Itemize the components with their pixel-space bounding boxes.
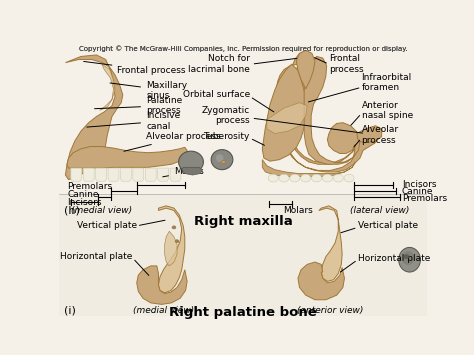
Polygon shape (319, 206, 342, 281)
Ellipse shape (311, 174, 321, 182)
Text: Zygomatic
process: Zygomatic process (201, 106, 250, 125)
Ellipse shape (403, 254, 410, 259)
Text: Frontal process: Frontal process (84, 61, 186, 75)
Polygon shape (158, 206, 185, 293)
Text: Orbital surface: Orbital surface (182, 91, 250, 99)
Polygon shape (164, 231, 177, 266)
Ellipse shape (211, 149, 233, 170)
Text: Canine: Canine (402, 187, 433, 196)
Text: Incisors: Incisors (67, 198, 101, 207)
Ellipse shape (222, 160, 226, 164)
Ellipse shape (172, 226, 176, 229)
Text: Copyright © The McGraw-Hill Companies, Inc. Permission required for reproduction: Copyright © The McGraw-Hill Companies, I… (79, 46, 407, 52)
Polygon shape (182, 167, 202, 175)
Text: Molars: Molars (283, 206, 313, 215)
Polygon shape (67, 147, 187, 168)
Text: Alveolar
process: Alveolar process (362, 125, 399, 145)
Polygon shape (120, 168, 131, 181)
Text: Horizontal plate: Horizontal plate (61, 252, 133, 261)
Polygon shape (137, 266, 187, 304)
Text: Premolars: Premolars (402, 193, 447, 203)
Polygon shape (170, 168, 181, 181)
Text: Incisive
canal: Incisive canal (87, 111, 180, 131)
Polygon shape (158, 168, 169, 181)
Text: (medial view): (medial view) (133, 306, 194, 315)
Polygon shape (262, 160, 356, 176)
Polygon shape (83, 168, 94, 181)
Polygon shape (298, 262, 345, 300)
Polygon shape (267, 103, 307, 133)
Text: Canine: Canine (67, 190, 99, 199)
Text: Vertical plate: Vertical plate (357, 222, 418, 230)
Ellipse shape (402, 251, 414, 265)
Ellipse shape (399, 247, 420, 272)
Ellipse shape (279, 174, 289, 182)
Ellipse shape (175, 240, 179, 243)
Text: Palatine
process: Palatine process (95, 96, 182, 115)
Ellipse shape (268, 174, 278, 182)
Text: Notch for
lacrimal bone: Notch for lacrimal bone (188, 54, 250, 74)
Polygon shape (296, 50, 315, 89)
Text: Anterior
nasal spine: Anterior nasal spine (362, 101, 413, 120)
Text: Horizontal plate: Horizontal plate (357, 254, 430, 263)
Polygon shape (357, 126, 382, 143)
Bar (59, 193, 427, 316)
Text: Right maxilla: Right maxilla (193, 215, 292, 228)
Ellipse shape (290, 174, 300, 182)
Ellipse shape (179, 151, 203, 173)
Polygon shape (133, 168, 144, 181)
Text: (medial view): (medial view) (71, 206, 132, 215)
Text: Copyright © The McGraw-Hill Companies, Inc. Permission required for reproduction: Copyright © The McGraw-Hill Companies, I… (79, 46, 407, 52)
Text: Incisors: Incisors (402, 180, 436, 189)
Text: Vertical plate: Vertical plate (77, 222, 137, 230)
Polygon shape (145, 168, 156, 181)
Polygon shape (262, 64, 306, 161)
Polygon shape (108, 168, 119, 181)
Text: Molars: Molars (163, 168, 204, 177)
Text: (anterior view): (anterior view) (297, 306, 364, 315)
Polygon shape (304, 56, 360, 164)
Text: Infraorbital
foramen: Infraorbital foramen (362, 73, 412, 92)
Ellipse shape (333, 174, 343, 182)
Ellipse shape (322, 174, 332, 182)
Text: (i): (i) (64, 306, 76, 316)
Text: Tuberosity: Tuberosity (203, 132, 250, 141)
Text: Maxillary
sinus: Maxillary sinus (110, 81, 187, 100)
Text: Frontal
process: Frontal process (329, 54, 364, 74)
Ellipse shape (344, 174, 354, 182)
Polygon shape (71, 168, 82, 181)
Polygon shape (65, 55, 123, 180)
Text: (lateral view): (lateral view) (350, 206, 409, 215)
Text: (h): (h) (64, 206, 80, 215)
Text: Right palatine bone: Right palatine bone (169, 306, 317, 318)
Text: Alveolar process: Alveolar process (124, 132, 221, 151)
Text: Premolars: Premolars (67, 182, 112, 191)
Polygon shape (96, 168, 107, 181)
Polygon shape (262, 52, 379, 172)
Ellipse shape (301, 174, 311, 182)
Ellipse shape (216, 154, 224, 162)
Polygon shape (100, 64, 115, 110)
